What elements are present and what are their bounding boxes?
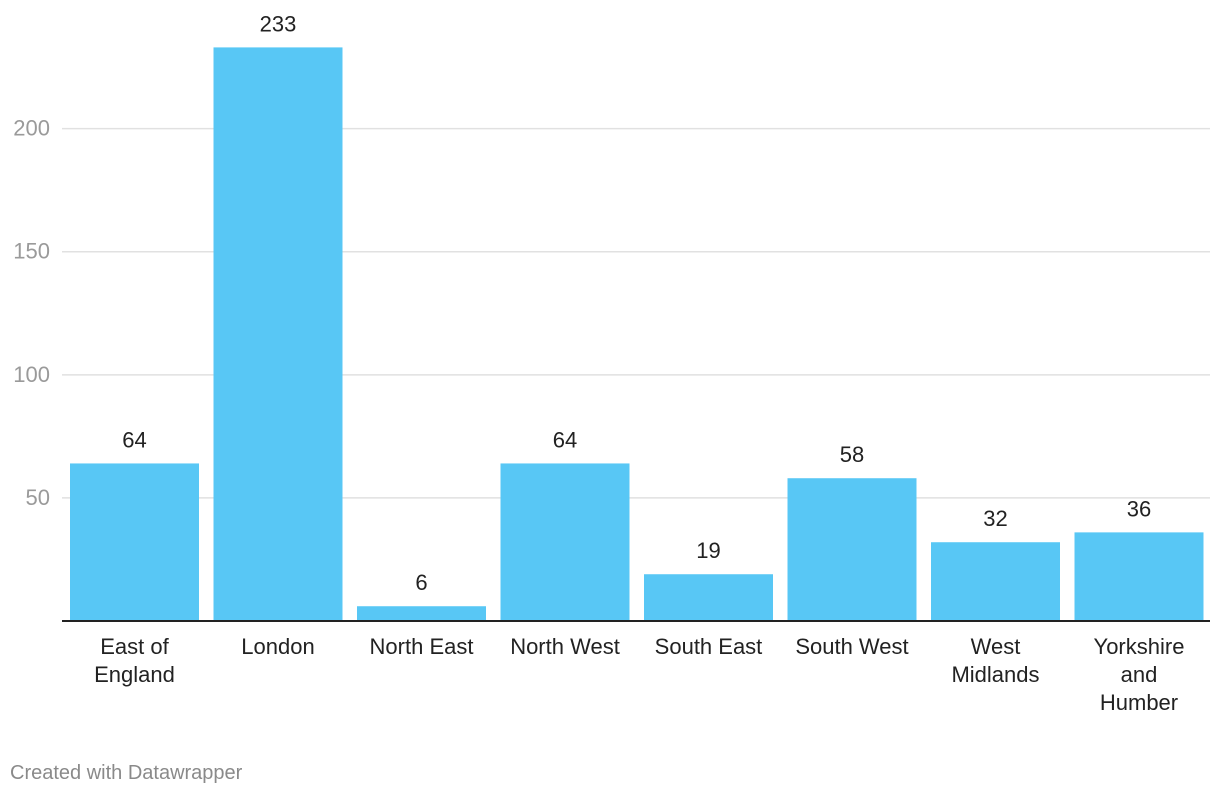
- bar: [70, 463, 199, 621]
- bar: [787, 478, 917, 621]
- category-label: North East: [370, 634, 474, 659]
- y-tick-label: 100: [13, 362, 50, 387]
- value-label: 36: [1127, 496, 1151, 521]
- category-label: London: [241, 634, 314, 659]
- y-tick-label: 200: [13, 116, 50, 141]
- bar: [357, 606, 486, 621]
- category-label: North West: [510, 634, 620, 659]
- bar: [500, 463, 630, 621]
- value-label: 19: [696, 538, 720, 563]
- y-tick-label: 150: [13, 239, 50, 264]
- bar: [931, 542, 1060, 621]
- footer-credit: Created with Datawrapper: [10, 762, 243, 784]
- category-label: Humber: [1100, 690, 1178, 715]
- bar: [1074, 532, 1204, 621]
- value-label: 233: [260, 11, 297, 36]
- category-label: Midlands: [951, 662, 1039, 687]
- category-label: England: [94, 662, 175, 687]
- value-label: 64: [553, 427, 577, 452]
- category-label: East of: [100, 634, 169, 659]
- bar: [644, 574, 773, 621]
- category-label: West: [971, 634, 1021, 659]
- bar: [213, 47, 343, 621]
- value-label: 58: [840, 442, 864, 467]
- value-label: 64: [122, 427, 146, 452]
- category-label: and: [1121, 662, 1158, 687]
- y-tick-label: 50: [26, 485, 50, 510]
- value-label: 6: [415, 570, 427, 595]
- category-label: South East: [655, 634, 763, 659]
- category-label: Yorkshire: [1094, 634, 1185, 659]
- category-label: South West: [795, 634, 908, 659]
- value-label: 32: [983, 506, 1007, 531]
